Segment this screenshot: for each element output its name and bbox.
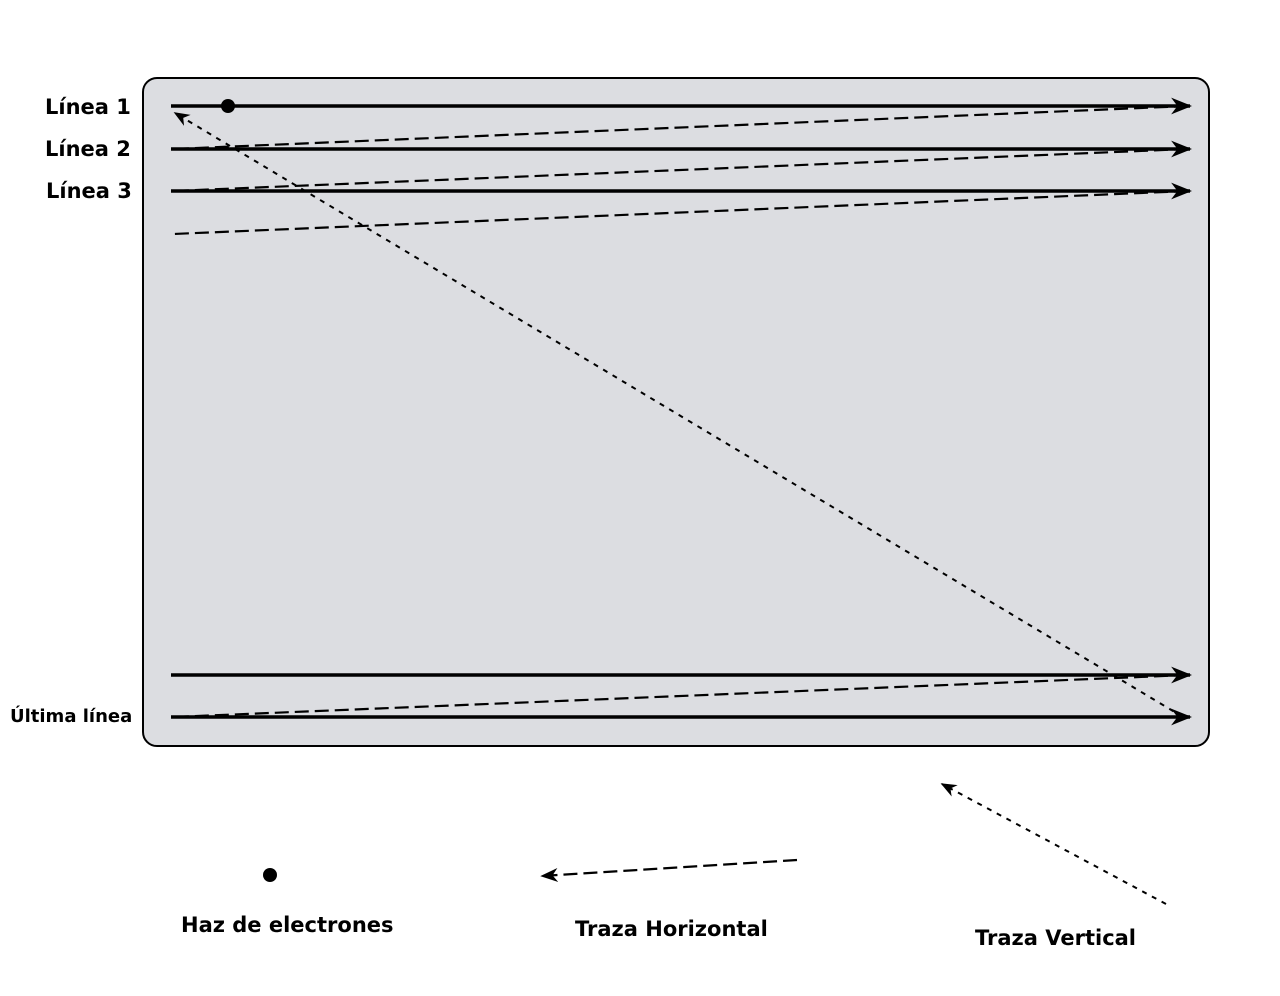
label-line-1: Línea 1 <box>45 95 131 119</box>
label-line-2: Línea 2 <box>45 137 131 161</box>
legend-vertical-trace-label: Traza Vertical <box>975 926 1137 950</box>
legend-horizontal-trace-icon <box>540 858 798 883</box>
label-line-3: Línea 3 <box>46 179 132 203</box>
legend-beam-dot-icon <box>263 868 277 882</box>
vertical-retrace <box>173 112 1184 718</box>
horizontal-retrace-2 <box>172 147 1189 193</box>
horizontal-retrace-3 <box>172 189 1189 236</box>
legend-beam-label: Haz de electrones <box>181 913 394 937</box>
label-last-line: Última línea <box>10 706 133 727</box>
horizontal-retrace-1 <box>172 104 1189 151</box>
horizontal-retrace-last <box>172 673 1189 719</box>
screen-area <box>142 77 1210 747</box>
electron-beam-dot <box>221 99 235 113</box>
legend-horizontal-trace-label: Traza Horizontal <box>575 917 768 941</box>
legend-vertical-trace-icon <box>940 783 1167 905</box>
